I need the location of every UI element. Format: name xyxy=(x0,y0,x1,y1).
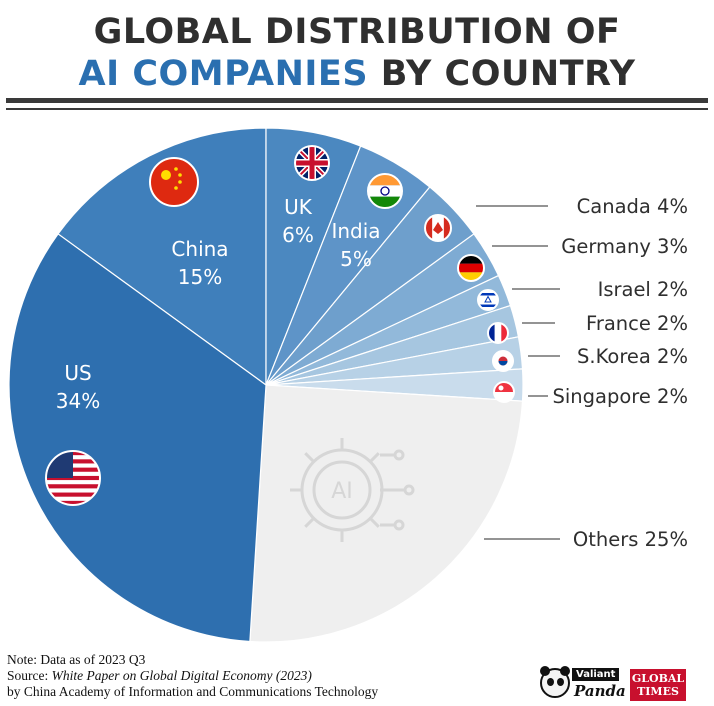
uk-flag-icon xyxy=(294,145,330,181)
slice-label-singapore: Singapore 2% xyxy=(552,385,688,408)
slice-label-germany: Germany 3% xyxy=(561,235,688,258)
canada-flag-icon xyxy=(424,214,452,242)
us-flag-icon xyxy=(45,450,101,506)
france-flag-icon xyxy=(487,322,509,344)
slice-label-china-value: 15% xyxy=(178,265,222,289)
slice-label-uk-value: 6% xyxy=(282,223,314,247)
title-rest: BY COUNTRY xyxy=(368,54,636,94)
chart-title-line-2: AI COMPANIES BY COUNTRY xyxy=(0,54,714,94)
ai-chip-icon: AI xyxy=(290,438,415,542)
slice-label-s-korea: S.Korea 2% xyxy=(577,345,688,368)
global-times-logo: GLOBAL TIMES xyxy=(630,669,686,701)
valiant-panda-logo: Valiant Panda xyxy=(540,666,626,702)
slice-label-us-value: 34% xyxy=(56,389,100,413)
footer-source: Source: White Paper on Global Digital Ec… xyxy=(7,668,312,683)
footer-source-org: by China Academy of Information and Comm… xyxy=(7,684,379,699)
india-flag-icon xyxy=(367,173,403,209)
title-accent: AI COMPANIES xyxy=(78,54,369,94)
logo-word-panda: Panda xyxy=(574,682,626,700)
logo-word-valiant: Valiant xyxy=(572,668,620,681)
panda-ear xyxy=(540,666,550,676)
israel-flag-icon xyxy=(477,289,499,311)
slice-label-india-name: India xyxy=(331,219,380,243)
panda-eye xyxy=(547,678,554,686)
source-title: White Paper on Global Digital Economy (2… xyxy=(51,668,312,683)
chart-title-line-1: GLOBAL DISTRIBUTION OF xyxy=(93,12,621,52)
germany-flag-icon xyxy=(457,254,485,282)
slice-label-india-value: 5% xyxy=(340,247,372,271)
singapore-flag-icon xyxy=(493,381,515,403)
slice-label-france: France 2% xyxy=(586,312,688,335)
pie-slice-us xyxy=(8,233,267,643)
title-divider-thick xyxy=(6,98,708,103)
panda-eye xyxy=(557,678,564,686)
footer-note: Note: Data as of 2023 Q3 xyxy=(7,652,146,667)
logo-word-global: GLOBAL xyxy=(631,672,685,685)
slice-label-israel: Israel 2% xyxy=(598,278,688,301)
slice-label-uk-name: UK xyxy=(284,195,313,219)
ai-chip-label: AI xyxy=(331,479,353,504)
title-divider-thin xyxy=(6,108,708,110)
china-flag-icon xyxy=(149,157,199,207)
slice-label-others: Others 25% xyxy=(573,528,688,551)
slice-label-canada: Canada 4% xyxy=(577,195,688,218)
panda-ear xyxy=(560,666,570,676)
pie-slice-china xyxy=(57,127,267,387)
logo-word-times: TIMES xyxy=(637,685,679,698)
south-korea-flag-icon xyxy=(492,350,514,372)
slice-label-us-name: US xyxy=(64,361,91,385)
slice-label-china-name: China xyxy=(171,237,228,261)
pie-slice-others xyxy=(249,384,524,643)
